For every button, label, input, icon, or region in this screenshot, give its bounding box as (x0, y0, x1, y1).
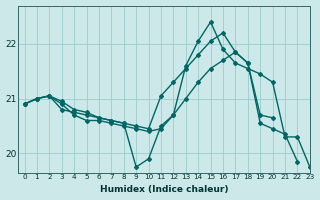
X-axis label: Humidex (Indice chaleur): Humidex (Indice chaleur) (100, 185, 228, 194)
